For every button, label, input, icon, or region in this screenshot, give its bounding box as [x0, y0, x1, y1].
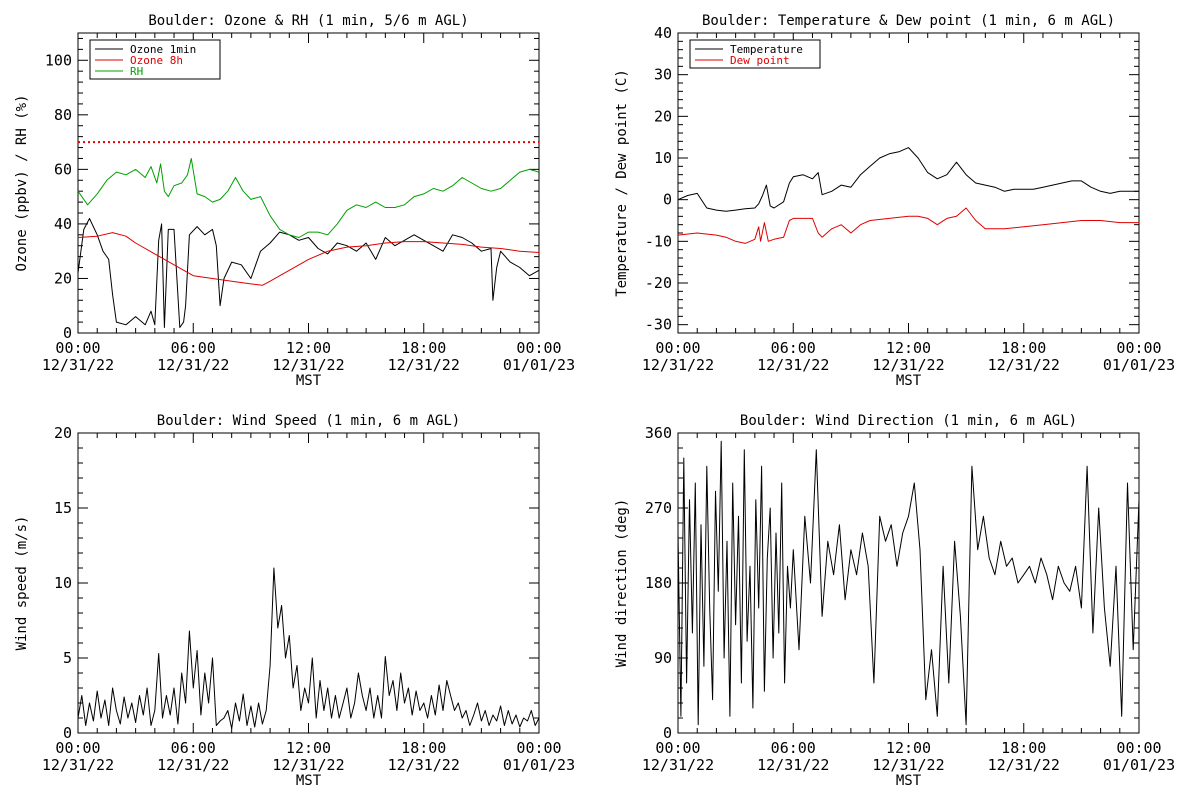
y-tick-label: 180: [645, 574, 672, 592]
x-axis-label: MST: [896, 373, 922, 389]
y-tick-label: 40: [54, 215, 72, 233]
x-tick-time: 00:00: [655, 339, 700, 357]
x-tick-time: 00:00: [655, 739, 700, 757]
y-tick-label: -10: [645, 232, 672, 250]
chart-title: Boulder: Wind Speed (1 min, 6 m AGL): [157, 413, 460, 429]
y-axis-label: Wind direction (deg): [614, 499, 630, 668]
y-tick-label: 30: [654, 66, 672, 84]
x-tick-date: 12/31/22: [988, 356, 1060, 374]
x-tick-time: 12:00: [886, 739, 931, 757]
x-tick-time: 12:00: [286, 739, 331, 757]
x-tick-time: 00:00: [516, 339, 561, 357]
legend-label: RH: [130, 65, 143, 78]
y-tick-label: 15: [54, 499, 72, 517]
y-tick-label: -20: [645, 274, 672, 292]
x-tick-date: 12/31/22: [272, 356, 344, 374]
y-tick-label: 5: [63, 649, 72, 667]
x-tick-date: 12/31/22: [757, 756, 829, 774]
legend-label: Dew point: [730, 54, 790, 67]
y-tick-label: 10: [54, 574, 72, 592]
x-tick-date: 12/31/22: [272, 756, 344, 774]
dew-point-line: [677, 207, 1139, 244]
chart-title: Boulder: Wind Direction (1 min, 6 m AGL): [740, 413, 1077, 429]
y-tick-label: 360: [645, 424, 672, 442]
plot-frame: [677, 432, 1140, 734]
x-tick-date: 12/31/22: [157, 356, 229, 374]
y-tick-label: 0: [63, 724, 72, 742]
x-tick-date: 01/01/23: [503, 356, 575, 374]
x-tick-time: 18:00: [401, 739, 446, 757]
y-tick-label: 60: [54, 160, 72, 178]
x-tick-time: 00:00: [55, 339, 100, 357]
series-line: [677, 440, 1140, 726]
y-axis-label: Temperature / Dew point (C): [614, 69, 630, 297]
chart-title: Boulder: Ozone & RH (1 min, 5/6 m AGL): [148, 13, 468, 29]
x-tick-date: 12/31/22: [157, 756, 229, 774]
x-tick-time: 12:00: [886, 339, 931, 357]
y-tick-label: 20: [654, 107, 672, 125]
x-tick-date: 12/31/22: [757, 356, 829, 374]
plot-frame: [677, 32, 1140, 334]
x-tick-time: 18:00: [1001, 339, 1046, 357]
x-tick-date: 12/31/22: [872, 756, 944, 774]
ozone-rh-panel: Boulder: Ozone & RH (1 min, 5/6 m AGL) Oz…: [14, 13, 575, 389]
legend-label: Ozone 1min: [130, 43, 196, 56]
x-tick-time: 18:00: [401, 339, 446, 357]
x-axis-label: MST: [296, 373, 322, 389]
y-tick-label: 270: [645, 499, 672, 517]
temperature-line: [677, 147, 1139, 212]
y-tick-label: 90: [654, 649, 672, 667]
y-tick-label: 100: [45, 51, 72, 69]
wind-direction-panel: Boulder: Wind Direction (1 min, 6 m AGL)…: [614, 413, 1175, 789]
x-axis-label: MST: [296, 773, 322, 789]
x-tick-date: 12/31/22: [388, 756, 460, 774]
x-tick-date: 01/01/23: [1103, 756, 1175, 774]
y-axis-label: Wind speed (m/s): [14, 516, 30, 651]
x-tick-time: 00:00: [516, 739, 561, 757]
x-tick-date: 12/31/22: [42, 356, 114, 374]
x-tick-date: 12/31/22: [872, 356, 944, 374]
y-tick-label: 40: [654, 24, 672, 42]
rh-line: [77, 158, 540, 238]
ozone-8h-line: [77, 232, 540, 286]
y-tick-label: -30: [645, 316, 672, 334]
x-tick-time: 00:00: [1116, 339, 1161, 357]
x-tick-time: 18:00: [1001, 739, 1046, 757]
legend-box: [689, 39, 821, 69]
y-axis-label: Ozone (ppbv) / RH (%): [14, 94, 30, 271]
x-tick-time: 06:00: [771, 339, 816, 357]
x-tick-date: 12/31/22: [642, 756, 714, 774]
legend-label: Temperature: [730, 43, 803, 56]
x-axis-label: MST: [896, 773, 922, 789]
y-tick-label: 10: [654, 149, 672, 167]
chart-title: Boulder: Temperature & Dew point (1 min,…: [702, 13, 1115, 29]
x-tick-date: 01/01/23: [503, 756, 575, 774]
x-tick-date: 12/31/22: [988, 756, 1060, 774]
x-tick-time: 06:00: [171, 339, 216, 357]
x-tick-time: 12:00: [286, 339, 331, 357]
x-tick-date: 12/31/22: [642, 356, 714, 374]
y-tick-label: 0: [63, 324, 72, 342]
legend-label: Ozone 8h: [130, 54, 183, 67]
y-tick-label: 20: [54, 269, 72, 287]
x-tick-time: 00:00: [1116, 739, 1161, 757]
y-tick-label: 0: [663, 724, 672, 742]
x-tick-time: 00:00: [55, 739, 100, 757]
x-tick-date: 12/31/22: [388, 356, 460, 374]
wind-speed-panel: Boulder: Wind Speed (1 min, 6 m AGL) Wind…: [14, 413, 575, 789]
x-tick-date: 01/01/23: [1103, 356, 1175, 374]
y-tick-label: 80: [54, 106, 72, 124]
x-tick-time: 06:00: [771, 739, 816, 757]
x-tick-time: 06:00: [171, 739, 216, 757]
y-tick-label: 0: [663, 191, 672, 209]
temperature-dewpoint-panel: Boulder: Temperature & Dew point (1 min,…: [614, 13, 1175, 389]
x-tick-date: 12/31/22: [42, 756, 114, 774]
series-line: [77, 567, 540, 729]
y-tick-label: 20: [54, 424, 72, 442]
ozone-1min-line: [77, 218, 540, 328]
